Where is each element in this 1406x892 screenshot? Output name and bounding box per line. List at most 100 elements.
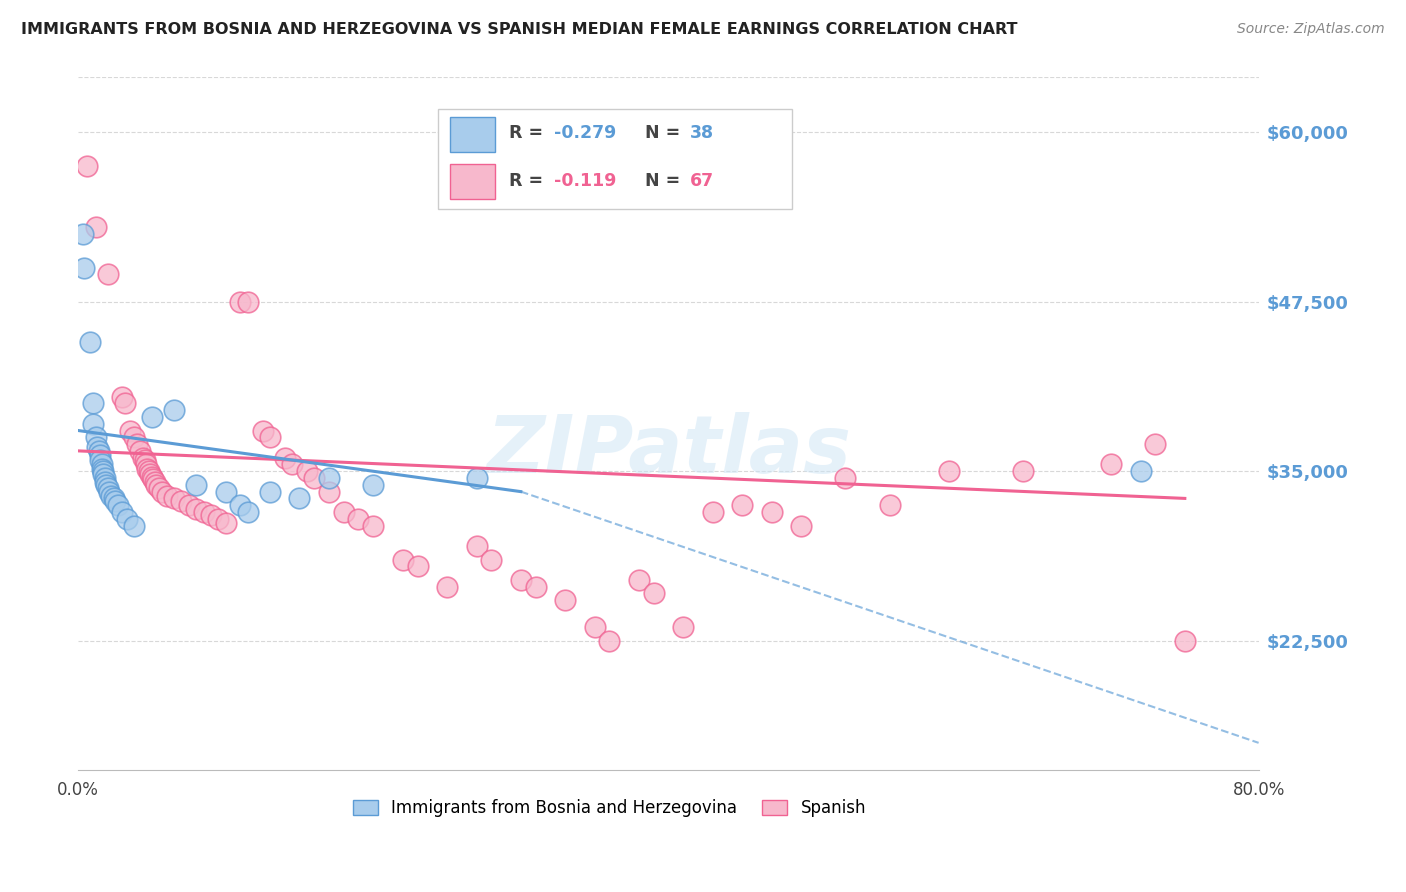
- Point: [1011, 464, 1033, 478]
- Point: [84, 219, 107, 234]
- Point: [98, 484, 121, 499]
- Point: [215, 484, 238, 499]
- Point: [89, 448, 111, 462]
- Text: R =: R =: [509, 124, 550, 142]
- Text: -0.279: -0.279: [554, 124, 616, 142]
- Point: [107, 498, 129, 512]
- Point: [465, 471, 488, 485]
- Point: [127, 437, 149, 451]
- Point: [90, 458, 112, 472]
- Point: [142, 472, 165, 486]
- Point: [76, 159, 98, 173]
- Point: [347, 512, 370, 526]
- Point: [259, 484, 281, 499]
- Point: [318, 484, 340, 499]
- Text: 67: 67: [689, 172, 714, 190]
- Point: [193, 505, 215, 519]
- Point: [141, 469, 163, 483]
- Point: [148, 481, 170, 495]
- Text: ZIPatlas: ZIPatlas: [486, 412, 851, 491]
- Point: [229, 294, 252, 309]
- Text: N =: N =: [645, 124, 686, 142]
- Point: [141, 409, 163, 424]
- Text: Source: ZipAtlas.com: Source: ZipAtlas.com: [1237, 22, 1385, 37]
- Point: [938, 464, 960, 478]
- Point: [259, 430, 281, 444]
- Point: [302, 471, 325, 485]
- Point: [91, 464, 114, 478]
- Point: [96, 478, 118, 492]
- Point: [479, 552, 502, 566]
- Point: [170, 494, 193, 508]
- Point: [82, 396, 104, 410]
- Point: [1144, 437, 1167, 451]
- Point: [598, 634, 620, 648]
- Point: [834, 471, 856, 485]
- Point: [145, 478, 167, 492]
- Point: [138, 464, 160, 478]
- Point: [465, 539, 488, 553]
- Point: [73, 260, 96, 275]
- Point: [143, 475, 166, 489]
- Point: [72, 227, 94, 241]
- Point: [122, 430, 145, 444]
- Point: [731, 498, 754, 512]
- Point: [332, 505, 354, 519]
- Point: [93, 471, 115, 485]
- Point: [136, 461, 159, 475]
- Point: [281, 458, 304, 472]
- Point: [509, 573, 531, 587]
- Point: [89, 453, 111, 467]
- Point: [1174, 634, 1197, 648]
- Point: [132, 450, 155, 465]
- Point: [672, 620, 695, 634]
- Text: N =: N =: [645, 172, 686, 190]
- Legend: Immigrants from Bosnia and Herzegovina, Spanish: Immigrants from Bosnia and Herzegovina, …: [346, 793, 873, 824]
- Point: [79, 335, 101, 350]
- Text: IMMIGRANTS FROM BOSNIA AND HERZEGOVINA VS SPANISH MEDIAN FEMALE EARNINGS CORRELA: IMMIGRANTS FROM BOSNIA AND HERZEGOVINA V…: [21, 22, 1018, 37]
- Point: [84, 430, 107, 444]
- Point: [82, 417, 104, 431]
- Point: [643, 586, 665, 600]
- Point: [406, 559, 429, 574]
- Point: [361, 478, 384, 492]
- FancyBboxPatch shape: [450, 117, 495, 152]
- Point: [391, 552, 413, 566]
- Point: [139, 467, 162, 481]
- Point: [554, 593, 576, 607]
- Point: [583, 620, 606, 634]
- Point: [150, 484, 173, 499]
- Text: R =: R =: [509, 172, 550, 190]
- Point: [93, 475, 115, 489]
- Point: [186, 478, 208, 492]
- Point: [97, 268, 120, 282]
- Point: [90, 461, 112, 475]
- Point: [111, 390, 134, 404]
- FancyBboxPatch shape: [439, 109, 793, 209]
- Point: [288, 491, 311, 506]
- Point: [100, 489, 122, 503]
- Point: [273, 450, 295, 465]
- Point: [236, 505, 259, 519]
- FancyBboxPatch shape: [450, 164, 495, 199]
- Point: [97, 481, 120, 495]
- Point: [156, 489, 179, 503]
- Point: [91, 467, 114, 481]
- Point: [790, 518, 813, 533]
- Point: [103, 491, 125, 506]
- Point: [200, 508, 222, 522]
- Point: [115, 512, 138, 526]
- Point: [163, 403, 186, 417]
- Point: [163, 491, 186, 506]
- Text: 38: 38: [689, 124, 714, 142]
- Point: [135, 458, 157, 472]
- Text: -0.119: -0.119: [554, 172, 616, 190]
- Point: [361, 518, 384, 533]
- Point: [1099, 458, 1122, 472]
- Point: [627, 573, 650, 587]
- Point: [252, 424, 274, 438]
- Point: [295, 464, 318, 478]
- Point: [879, 498, 901, 512]
- Point: [104, 494, 127, 508]
- Point: [207, 512, 229, 526]
